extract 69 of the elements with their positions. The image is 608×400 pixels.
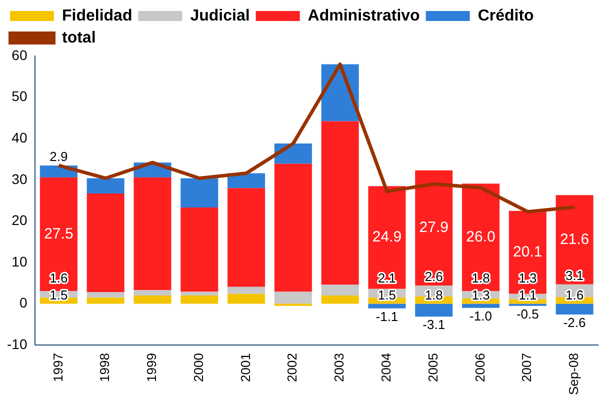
- x-tick-label: Sep-08: [566, 353, 582, 395]
- x-tick-label: 2005: [425, 353, 440, 382]
- data-label: -3.1: [422, 317, 446, 332]
- y-tick-label: 0: [19, 294, 28, 311]
- bar: [228, 286, 266, 294]
- x-tick-label: 1998: [97, 353, 112, 382]
- bar: [86, 194, 124, 292]
- bar: [228, 188, 266, 287]
- x-tick-label: 2002: [284, 353, 300, 382]
- x-tick-label: 2004: [378, 353, 394, 382]
- x-tick-label: 1997: [50, 353, 66, 382]
- x-tick-label: 2003: [332, 353, 347, 382]
- bar: [40, 177, 78, 291]
- bar: [321, 296, 359, 304]
- bar: [86, 292, 124, 298]
- data-label: -2.6: [563, 315, 586, 330]
- legend-label: Crédito: [478, 7, 534, 24]
- bar: [274, 164, 312, 292]
- data-label: 1.6: [50, 270, 68, 286]
- data-label: 1.3: [518, 270, 537, 286]
- bar: [321, 284, 359, 296]
- data-label: 26.0: [466, 228, 496, 246]
- data-label: 2.9: [50, 149, 68, 164]
- bar: [462, 304, 500, 308]
- bar: [556, 304, 594, 315]
- data-label: -0.5: [516, 306, 539, 322]
- bar: [415, 304, 453, 317]
- data-label: 1.8: [472, 270, 490, 286]
- y-tick-label: 20: [12, 212, 28, 228]
- data-label: 2.1: [378, 270, 396, 286]
- x-tick-label: 2001: [238, 353, 253, 382]
- y-tick-label: 50: [12, 88, 28, 104]
- bar: [180, 178, 218, 208]
- legend-label: Judicial: [190, 7, 250, 24]
- bar: [86, 178, 124, 194]
- y-tick-label: -10: [7, 336, 28, 352]
- data-label: 3.1: [566, 268, 584, 283]
- data-label: 27.9: [419, 219, 448, 236]
- x-tick-label: 2006: [472, 353, 488, 382]
- bar: [134, 296, 172, 304]
- data-label: 21.6: [560, 230, 590, 248]
- bar: [274, 292, 312, 304]
- y-tick-label: 10: [12, 253, 28, 270]
- bar: [134, 177, 172, 290]
- data-label: 27.5: [44, 225, 74, 242]
- bar: [180, 292, 218, 296]
- data-label: 24.9: [372, 228, 402, 246]
- bar: [321, 121, 359, 285]
- legend-label: Administrativo: [308, 7, 420, 24]
- data-label: -1.1: [376, 308, 398, 324]
- bar: [180, 208, 218, 292]
- x-tick-label: 1999: [144, 353, 160, 382]
- y-tick-label: 60: [12, 46, 28, 63]
- x-tick-label: 2000: [190, 353, 206, 382]
- y-tick-label: 40: [12, 129, 28, 146]
- bar: [228, 294, 266, 304]
- bar: [368, 186, 406, 289]
- x-tick-label: 2007: [519, 353, 534, 382]
- legend-label: Fidelidad: [62, 7, 132, 24]
- bar: [368, 304, 406, 308]
- data-label: -1.0: [470, 308, 492, 324]
- legend-label: total: [62, 29, 96, 46]
- data-label: 1.3: [472, 287, 490, 302]
- bar: [180, 296, 218, 304]
- bar: [86, 298, 124, 304]
- data-label: 2.6: [424, 269, 443, 284]
- y-tick-label: 30: [12, 170, 28, 187]
- data-label: 20.1: [513, 244, 542, 261]
- bar: [134, 290, 172, 296]
